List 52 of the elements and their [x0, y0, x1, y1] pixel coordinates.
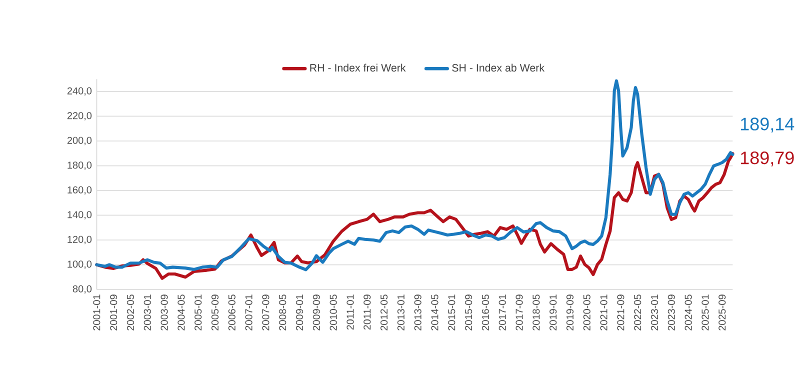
x-tick-label: 2015-01 [448, 294, 456, 330]
x-tick-label: 2002-05 [126, 294, 134, 330]
y-tick-label: 140,0 [68, 211, 92, 220]
x-tick-label: 2006-05 [228, 294, 236, 330]
x-tick-label: 2023-01 [650, 294, 658, 330]
x-tick-label: 2017-01 [498, 294, 506, 330]
x-tick-label: 2011-01 [346, 294, 354, 330]
x-tick-label: 2007-01 [245, 294, 252, 330]
y-tick-label: 120,0 [68, 236, 92, 244]
x-tick-label: 2001-01 [93, 294, 100, 330]
x-tick-label: 2009-01 [296, 294, 304, 330]
x-tick-label: 2018-05 [532, 294, 540, 330]
x-tick-label: 2004-05 [178, 294, 185, 330]
x-tick-label: 2015-09 [465, 294, 472, 330]
x-tick-label: 2003-01 [144, 294, 151, 330]
x-tick-label: 2007-09 [262, 294, 270, 330]
y-tick-label: 200,0 [67, 136, 92, 146]
x-tick-label: 2014-05 [431, 294, 438, 330]
x-tick-label: 2011-09 [364, 294, 371, 330]
x-tick-label: 2009-09 [312, 294, 320, 330]
x-tick-label: 2005-09 [211, 294, 219, 330]
y-tick-label: 100,0 [68, 260, 92, 269]
x-tick-label: 2023-09 [668, 294, 675, 330]
x-tick-label: 2003-09 [160, 294, 168, 330]
x-tick-label: 2013-09 [414, 294, 422, 330]
y-tick-label: 180,0 [68, 162, 92, 170]
legend-label: RH - Index frei Werk [310, 64, 406, 72]
x-tick-label: 2013-01 [397, 294, 404, 330]
x-tick-label: 2021-09 [617, 294, 624, 330]
line-series [95, 79, 734, 272]
legend-label: SH - Index ab Werk [452, 64, 545, 72]
x-tick-label: 2022-05 [634, 294, 642, 330]
x-tick-label: 2001-09 [110, 294, 118, 330]
x-tick-label: 2019-01 [550, 294, 557, 330]
x-tick-label: 2012-05 [380, 294, 388, 330]
x-tick-label: 2017-09 [516, 294, 523, 330]
x-tick-label: 2024-05 [684, 294, 692, 330]
annotation: 189,79 [740, 152, 794, 166]
x-tick-label: 2021-01 [600, 294, 608, 330]
x-tick-label: 2020-05 [583, 294, 590, 330]
annotation: 189,14 [740, 118, 794, 133]
x-tick-label: 2025-09 [718, 294, 726, 330]
y-tick-label: 160,0 [68, 186, 92, 195]
x-tick-label: 2008-05 [279, 294, 286, 330]
x-tick-label: 2010-05 [330, 294, 337, 330]
x-tick-label: 2025-01 [702, 294, 709, 330]
y-tick-label: 240,0 [67, 87, 92, 96]
y-tick-label: 80,0 [72, 285, 92, 294]
x-tick-label: 2016-05 [482, 294, 490, 330]
x-tick-label: 2005-01 [194, 294, 202, 330]
x-tick-label: 2019-09 [566, 294, 574, 330]
y-tick-label: 220,0 [67, 112, 92, 120]
